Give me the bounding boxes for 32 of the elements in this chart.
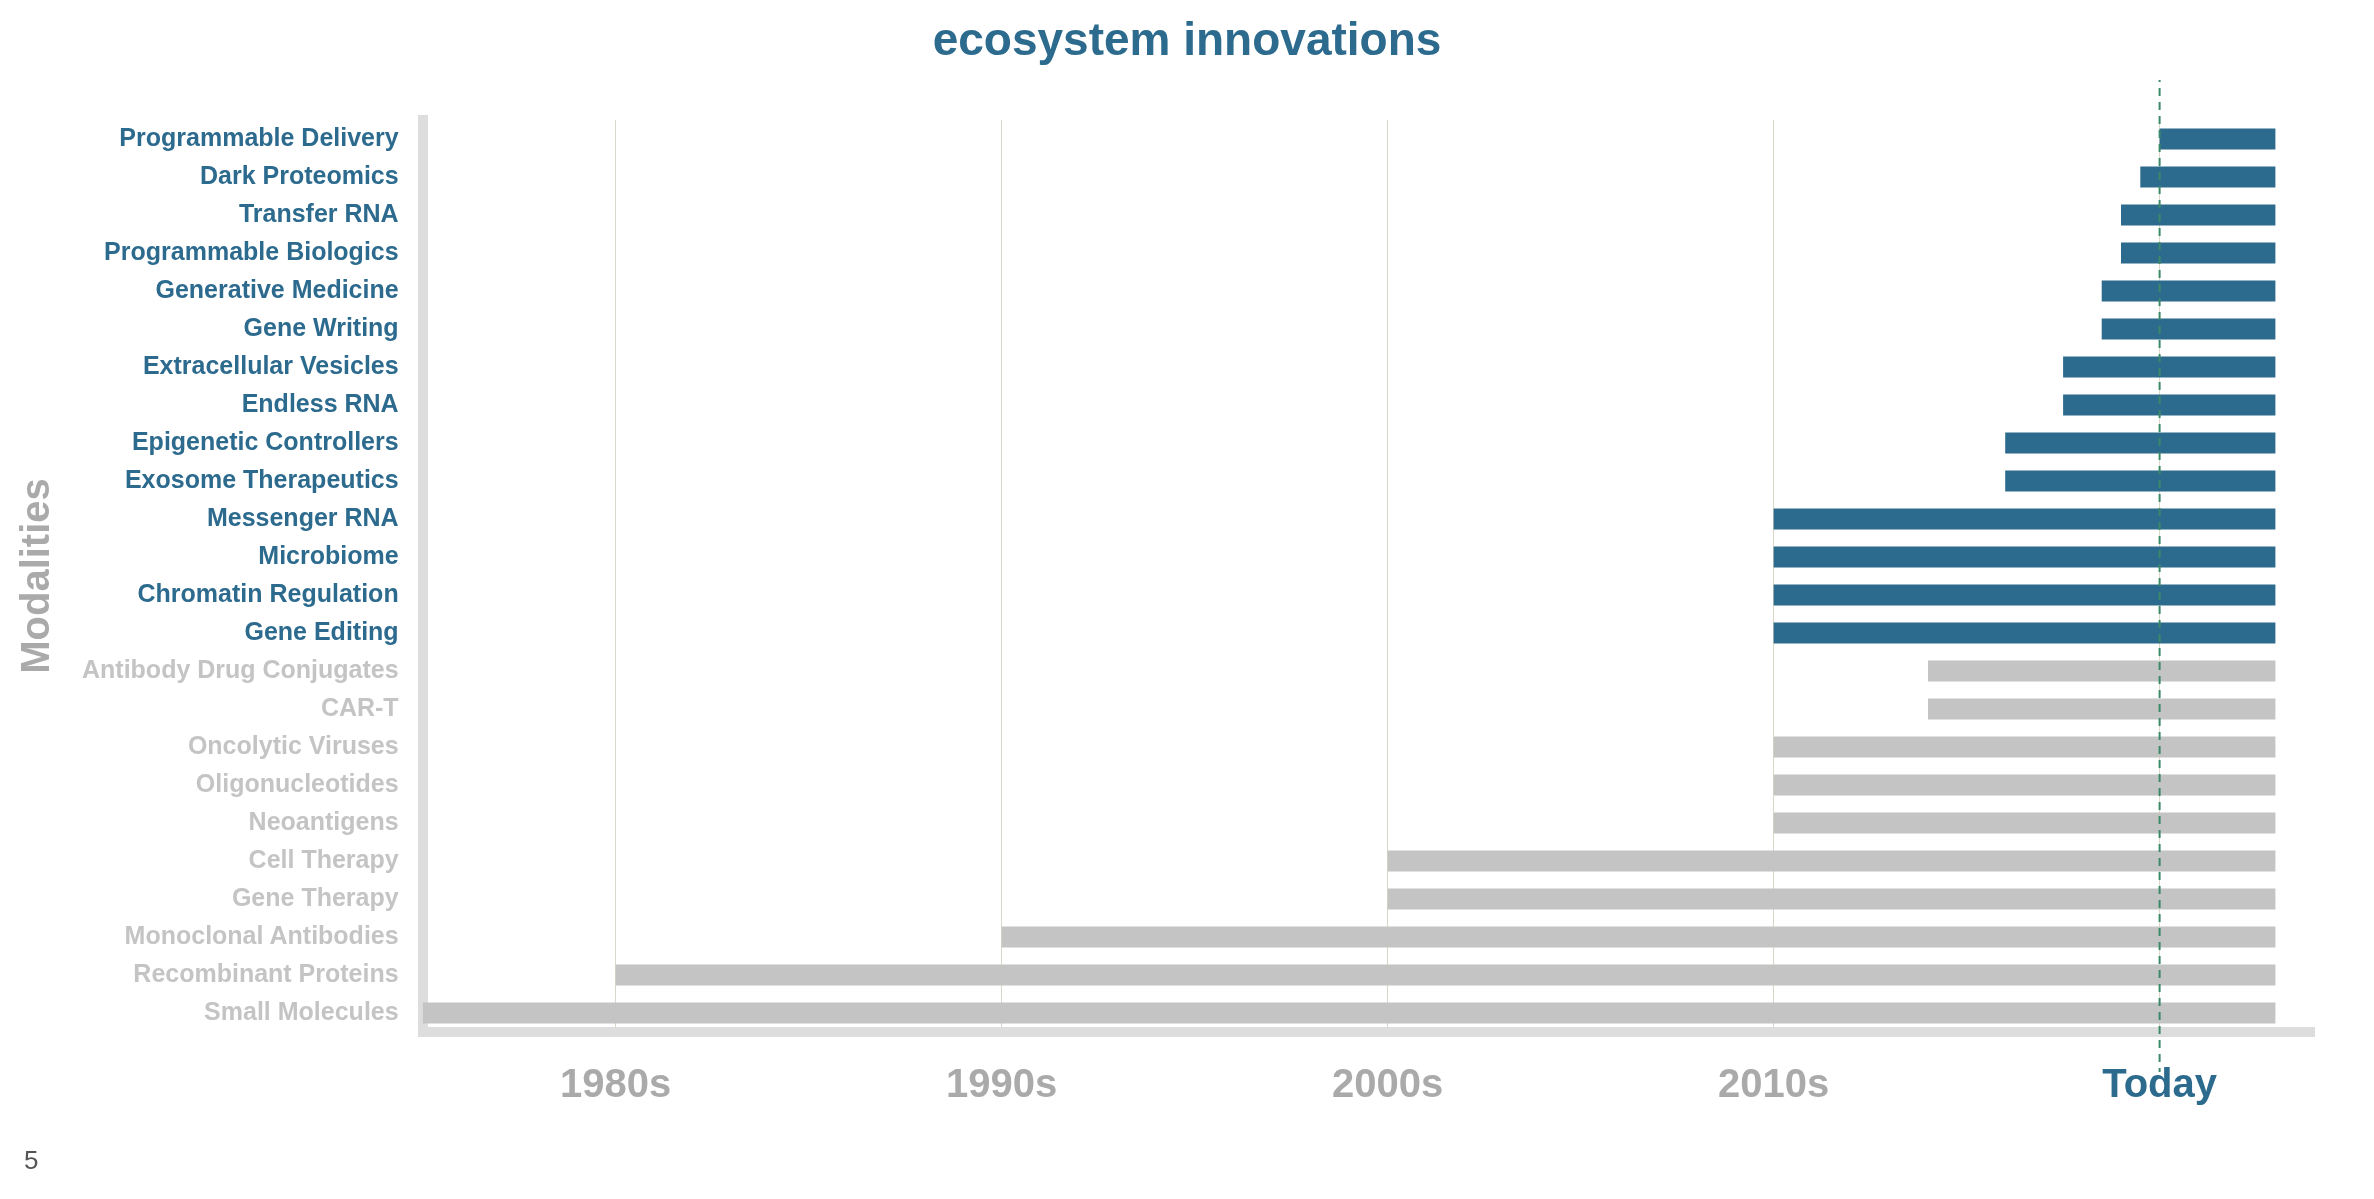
x-tick-label: 2010s <box>1718 1061 1830 1106</box>
y-tick-label: Epigenetic Controllers <box>131 426 399 455</box>
y-axis-title: Modalities <box>13 478 58 674</box>
y-tick-label: Antibody Drug Conjugates <box>81 654 399 683</box>
y-tick-label: Chromatin Regulation <box>137 578 399 607</box>
y-tick-label: Monoclonal Antibodies <box>124 920 399 949</box>
y-tick-label: Generative Medicine <box>155 274 399 303</box>
x-tick-label: 1990s <box>946 1061 1058 1106</box>
x-tick-label: 1980s <box>560 1061 672 1106</box>
y-tick-label: Messenger RNA <box>206 502 399 531</box>
y-tick-label: Extracellular Vesicles <box>142 350 399 379</box>
y-tick-label: Small Molecules <box>204 996 399 1025</box>
text: 5 <box>24 1145 39 1176</box>
y-tick-label: Cell Therapy <box>248 844 399 873</box>
y-tick-label: Recombinant Proteins <box>133 958 399 987</box>
chart-title: ecosystem innovations <box>931 12 1443 66</box>
y-tick-label: Neoantigens <box>248 806 399 835</box>
y-tick-label: Oligonucleotides <box>195 768 399 797</box>
y-tick-label: CAR-T <box>320 692 399 721</box>
y-tick-label: Microbiome <box>258 540 399 569</box>
y-tick-label: Endless RNA <box>241 388 399 417</box>
y-tick-label: Exosome Therapeutics <box>124 464 399 493</box>
y-tick-label: Transfer RNA <box>238 198 399 227</box>
y-tick-label: Programmable Delivery <box>119 122 399 151</box>
y-tick-label: Gene Therapy <box>231 882 399 911</box>
y-tick-label: Gene Editing <box>244 616 399 645</box>
y-tick-label: Dark Proteomics <box>199 160 399 189</box>
y-tick-label: Programmable Biologics <box>104 236 399 265</box>
x-tick-label: 2000s <box>1332 1061 1444 1106</box>
y-tick-label: Oncolytic Viruses <box>187 730 399 759</box>
x-tick-label: Today <box>2102 1061 2218 1106</box>
y-tick-label: Gene Writing <box>243 312 399 341</box>
